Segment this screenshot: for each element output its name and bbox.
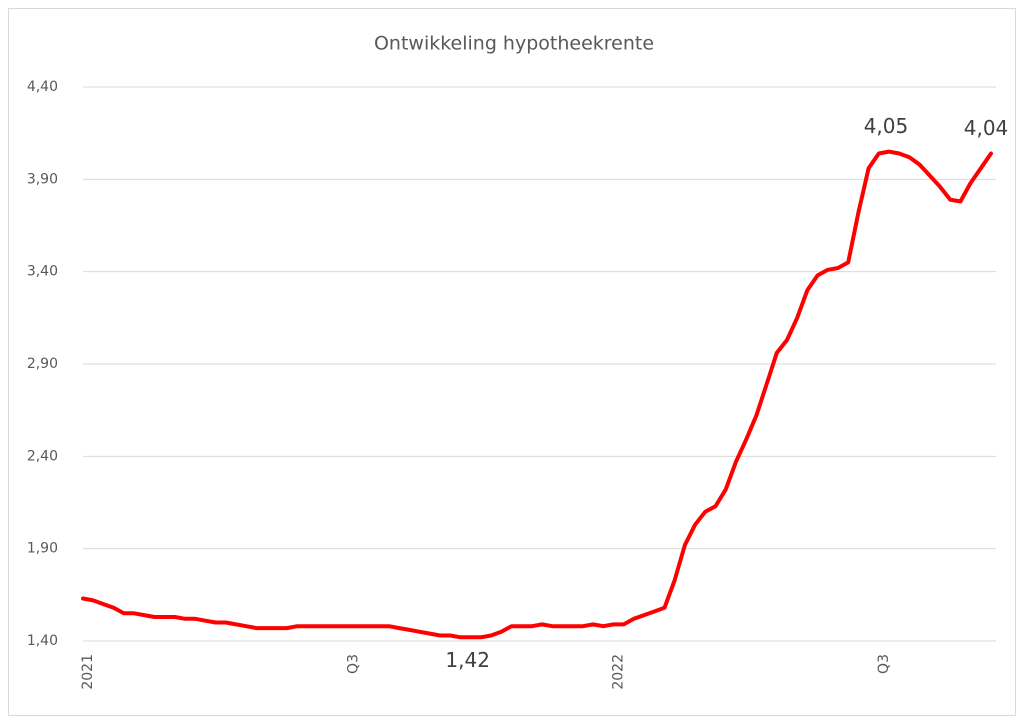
line: [81, 149, 993, 640]
y-tick-label: 2,40: [27, 448, 58, 464]
data-label: 4,05: [864, 114, 909, 138]
x-tick-label: 2022: [611, 654, 627, 690]
y-tick-label: 4,40: [27, 79, 58, 95]
y-tick-label: 3,40: [27, 264, 58, 280]
y-tick-label: 1,90: [27, 541, 58, 557]
data-label: 4,04: [964, 116, 1009, 140]
x-tick-label: 2021: [80, 654, 96, 690]
data-label: 1,42: [445, 648, 490, 672]
y-tick-label: 1,40: [27, 633, 58, 649]
y-tick-label: 2,90: [27, 356, 58, 372]
y-tick-label: 3,90: [27, 171, 58, 187]
x-tick-label: Q3: [876, 654, 892, 674]
chart-frame: [8, 8, 1016, 716]
chart-title: Ontwikkeling hypotheekrente: [374, 33, 654, 55]
x-tick-label: Q3: [345, 654, 361, 674]
